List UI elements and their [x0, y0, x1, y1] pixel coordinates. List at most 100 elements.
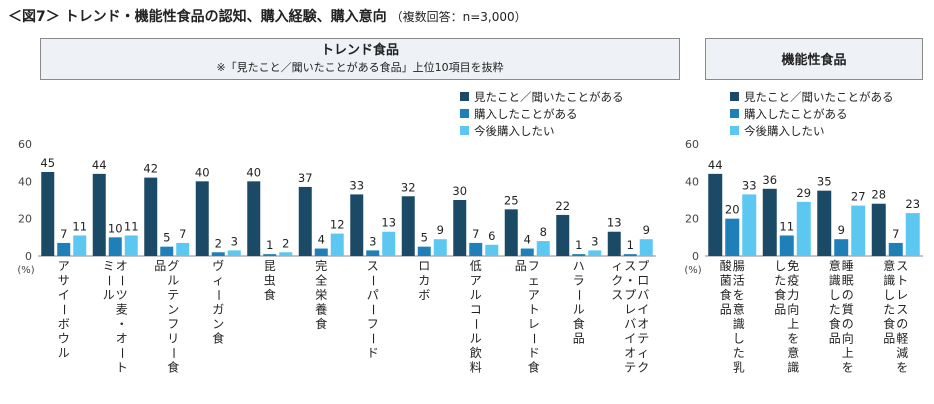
data-label: 1	[266, 238, 273, 252]
svg-text:ー: ー	[572, 289, 586, 301]
y-tick-label: 40	[18, 175, 32, 188]
svg-text:ィ: ィ	[637, 346, 649, 360]
svg-text:食: 食	[774, 287, 786, 302]
svg-text:ル: ル	[573, 303, 585, 317]
svg-text:ト: ト	[116, 361, 128, 375]
svg-text:酸: 酸	[720, 258, 732, 273]
data-label: 9	[643, 223, 650, 237]
svg-text:識: 識	[829, 274, 841, 288]
svg-text:昆: 昆	[264, 259, 276, 273]
svg-text:テ: テ	[624, 361, 636, 375]
svg-text:養: 養	[315, 302, 327, 317]
trend-panel-header: トレンド食品 ※「見たこと／聞いたことがある食品」上位10項目を抜粋	[40, 38, 680, 80]
svg-text:ハ: ハ	[573, 259, 585, 273]
svg-text:カ: カ	[418, 274, 430, 288]
svg-text:ル: ル	[167, 274, 179, 288]
bar	[607, 231, 621, 256]
y-tick-label: 20	[685, 213, 699, 226]
data-label: 22	[555, 199, 570, 213]
data-label: 2	[215, 236, 222, 250]
bar	[124, 235, 138, 256]
bar	[708, 173, 723, 256]
svg-text:ラ: ラ	[573, 274, 585, 288]
svg-text:ー: ー	[366, 303, 380, 315]
y-tick-label: 60	[18, 138, 32, 151]
svg-text:し: し	[883, 288, 895, 302]
svg-text:ィ: ィ	[212, 274, 224, 288]
data-label: 1	[627, 238, 634, 252]
data-label: 42	[143, 162, 158, 176]
svg-text:ン: ン	[212, 317, 224, 331]
svg-text:を: を	[733, 288, 745, 302]
data-label: 28	[871, 188, 886, 202]
svg-text:栄: 栄	[315, 288, 327, 302]
svg-text:乳: 乳	[733, 361, 745, 375]
svg-text:オ: オ	[116, 259, 128, 273]
svg-text:ー: ー	[211, 289, 225, 301]
svg-text:完: 完	[315, 258, 327, 273]
svg-text:菌: 菌	[720, 274, 732, 288]
svg-text:向: 向	[842, 331, 854, 346]
svg-text:免: 免	[787, 258, 799, 273]
svg-text:プ: プ	[624, 288, 636, 302]
svg-text:食: 食	[167, 360, 179, 375]
legend-swatch	[460, 92, 469, 101]
data-label: 44	[708, 158, 723, 172]
svg-text:の: の	[842, 317, 854, 331]
bar	[144, 177, 158, 256]
legend-swatch	[730, 92, 739, 101]
bar	[779, 235, 794, 256]
data-label: 7	[60, 227, 67, 241]
svg-text:ー: ー	[366, 332, 380, 344]
svg-text:テ: テ	[167, 288, 179, 302]
x-tick-label: ロカボ	[418, 259, 430, 302]
bar	[330, 233, 344, 256]
bar	[588, 250, 602, 256]
legend-swatch	[730, 126, 739, 135]
data-label: 12	[330, 218, 345, 232]
svg-text:サ: サ	[58, 274, 70, 288]
svg-text:ン: ン	[167, 303, 179, 317]
svg-text:バ: バ	[637, 288, 649, 302]
bar	[485, 244, 499, 256]
svg-text:上: 上	[787, 317, 799, 331]
data-label: 9	[838, 223, 845, 237]
svg-text:食: 食	[212, 331, 224, 346]
legend-label: 今後購入したい	[474, 124, 555, 138]
data-label: 44	[92, 158, 107, 172]
svg-text:ス: ス	[896, 259, 908, 273]
svg-text:飲: 飲	[470, 345, 482, 360]
bar	[469, 242, 483, 256]
svg-text:た: た	[829, 303, 841, 317]
svg-text:バ: バ	[624, 317, 636, 331]
svg-text:の: の	[896, 317, 908, 331]
data-label: 4	[318, 233, 325, 247]
trend-panel-title: トレンド食品	[320, 43, 399, 58]
bar	[382, 231, 396, 256]
svg-text:ル: ル	[58, 346, 70, 360]
svg-text:識: 識	[787, 361, 799, 375]
svg-text:識: 識	[883, 274, 895, 288]
data-label: 7	[892, 227, 899, 241]
svg-text:食: 食	[315, 316, 327, 331]
svg-text:し: し	[733, 332, 745, 346]
svg-text:意: 意	[883, 258, 895, 273]
legend-swatch	[730, 109, 739, 118]
svg-text:ー: ー	[115, 347, 129, 359]
svg-text:ル: ル	[470, 288, 482, 302]
legend-label: 購入したことがある	[474, 107, 578, 121]
svg-text:ー: ー	[366, 274, 380, 286]
svg-text:ツ: ツ	[116, 288, 128, 302]
legend-label: 見たこと／聞いたことがある	[474, 90, 624, 104]
bar	[298, 186, 312, 256]
bar	[366, 250, 380, 256]
legend-label: 購入したことがある	[744, 107, 848, 121]
data-label: 11	[72, 219, 87, 233]
svg-text:品: 品	[829, 332, 841, 346]
